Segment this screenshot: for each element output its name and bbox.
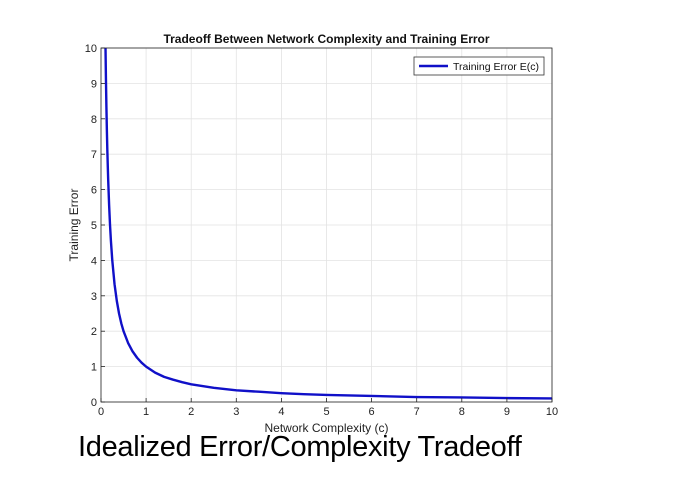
y-tick-label: 5 [91, 220, 97, 232]
x-tick-label: 1 [143, 406, 149, 418]
x-tick-label: 0 [98, 406, 104, 418]
y-tick-label: 3 [91, 291, 97, 303]
x-tick-label: 7 [414, 406, 420, 418]
y-tick-label: 1 [91, 362, 97, 374]
y-tick-label: 0 [91, 397, 97, 409]
slide-caption: Idealized Error/Complexity Tradeoff [78, 431, 522, 463]
x-axis-label: Network Complexity (c) [264, 421, 388, 435]
y-tick-label: 9 [91, 78, 97, 90]
legend-box [413, 56, 545, 76]
y-tick-label: 7 [91, 149, 97, 161]
x-tick-label: 10 [546, 406, 558, 418]
x-tick-label: 3 [233, 406, 239, 418]
y-tick-label: 6 [91, 185, 97, 197]
legend-entry-training-error: Training Error E(c) [453, 61, 539, 73]
x-tick-label: 4 [278, 406, 284, 418]
y-tick-label: 2 [91, 326, 97, 338]
x-tick-label: 8 [459, 406, 465, 418]
ticks: 0 1 2 3 4 5 6 7 8 9 10 0 1 2 3 4 5 6 7 8 9 10 [85, 43, 558, 418]
y-tick-label: 4 [91, 255, 97, 267]
y-tick-label: 8 [91, 114, 97, 126]
y-tick-label: 10 [85, 43, 97, 55]
x-tick-label: 9 [504, 406, 510, 418]
x-tick-label: 6 [369, 406, 375, 418]
legend: Training Error E(c) [413, 56, 545, 76]
y-axis-label: Training Error [67, 189, 81, 262]
series-layer [104, 47, 553, 400]
chart-title: Tradeoff Between Network Complexity and … [163, 32, 489, 46]
x-tick-label: 5 [323, 406, 329, 418]
series-line-training-error [104, 47, 553, 400]
x-tick-label: 2 [188, 406, 194, 418]
